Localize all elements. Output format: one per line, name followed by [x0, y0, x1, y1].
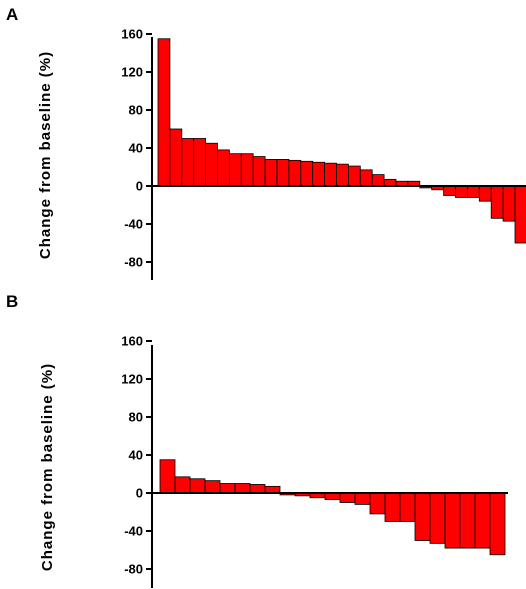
panel-a-ylabel: Change from baseline (%) — [37, 51, 54, 259]
panel-b-ylabel: Change from baseline (%) — [39, 363, 56, 571]
bar — [324, 162, 337, 187]
y-tick-label: 120 — [121, 372, 143, 387]
bar — [359, 169, 373, 187]
panel-a-bars — [157, 38, 526, 244]
panel-b-bars — [159, 459, 506, 556]
bar — [444, 492, 461, 549]
panel-b-axes — [151, 345, 508, 588]
panel-b-label: B — [6, 292, 18, 311]
panel-a-label: A — [6, 5, 18, 24]
y-tick-label: 40 — [129, 448, 143, 463]
y-tick-label: 160 — [121, 334, 143, 349]
bar — [336, 163, 349, 187]
bar — [384, 492, 401, 522]
bar — [181, 138, 195, 187]
bar — [369, 492, 386, 515]
bar — [312, 161, 326, 187]
bar — [474, 492, 491, 549]
bar — [193, 138, 206, 187]
y-tick-label: -80 — [124, 255, 143, 270]
bar — [459, 492, 476, 549]
bar — [371, 174, 385, 187]
bar — [429, 492, 446, 544]
bar — [514, 185, 526, 244]
y-tick-label: -40 — [124, 524, 143, 539]
panel-a-y-ticks: 160 120 80 40 0 -40 -80 — [121, 27, 152, 270]
bar — [276, 158, 290, 187]
bar — [502, 185, 516, 222]
bar — [205, 142, 218, 187]
y-tick-label: -40 — [124, 217, 143, 232]
y-tick-label: 0 — [136, 486, 143, 501]
bar — [288, 159, 302, 187]
bar — [339, 492, 356, 503]
bar — [174, 476, 191, 494]
bar — [249, 484, 266, 494]
panel-b-y-ticks: 160 120 80 40 0 -40 -80 — [121, 334, 152, 577]
bar — [478, 185, 492, 202]
bar — [204, 480, 221, 494]
y-tick-label: 120 — [121, 65, 143, 80]
y-tick-label: 0 — [136, 179, 143, 194]
bar — [169, 128, 183, 187]
y-tick-label: -80 — [124, 562, 143, 577]
bar — [399, 492, 416, 522]
bar — [490, 185, 504, 219]
bar — [466, 185, 480, 198]
bar — [354, 492, 371, 505]
bar — [217, 149, 230, 187]
bar — [443, 185, 456, 196]
bar — [234, 483, 251, 494]
bar — [228, 153, 242, 187]
bar — [414, 492, 431, 541]
bar — [300, 160, 314, 187]
bar — [489, 492, 506, 556]
bar — [455, 185, 468, 198]
panel-a-axes — [151, 37, 526, 280]
bar — [219, 483, 236, 494]
bar — [347, 165, 361, 187]
bar — [159, 459, 176, 494]
bar — [157, 38, 171, 187]
bar — [252, 156, 266, 187]
y-tick-label: 80 — [129, 103, 143, 118]
panel-a: A Change from baseline (%) 160 120 80 40 0 -4… — [6, 5, 526, 280]
bar — [264, 158, 278, 187]
y-tick-label: 160 — [121, 27, 143, 42]
panel-b: B Change from baseline (%) 160 120 80 40 0 -4… — [6, 292, 508, 588]
y-tick-label: 80 — [129, 410, 143, 425]
y-tick-label: 40 — [129, 141, 143, 156]
bar — [240, 153, 254, 187]
bar — [189, 478, 206, 494]
